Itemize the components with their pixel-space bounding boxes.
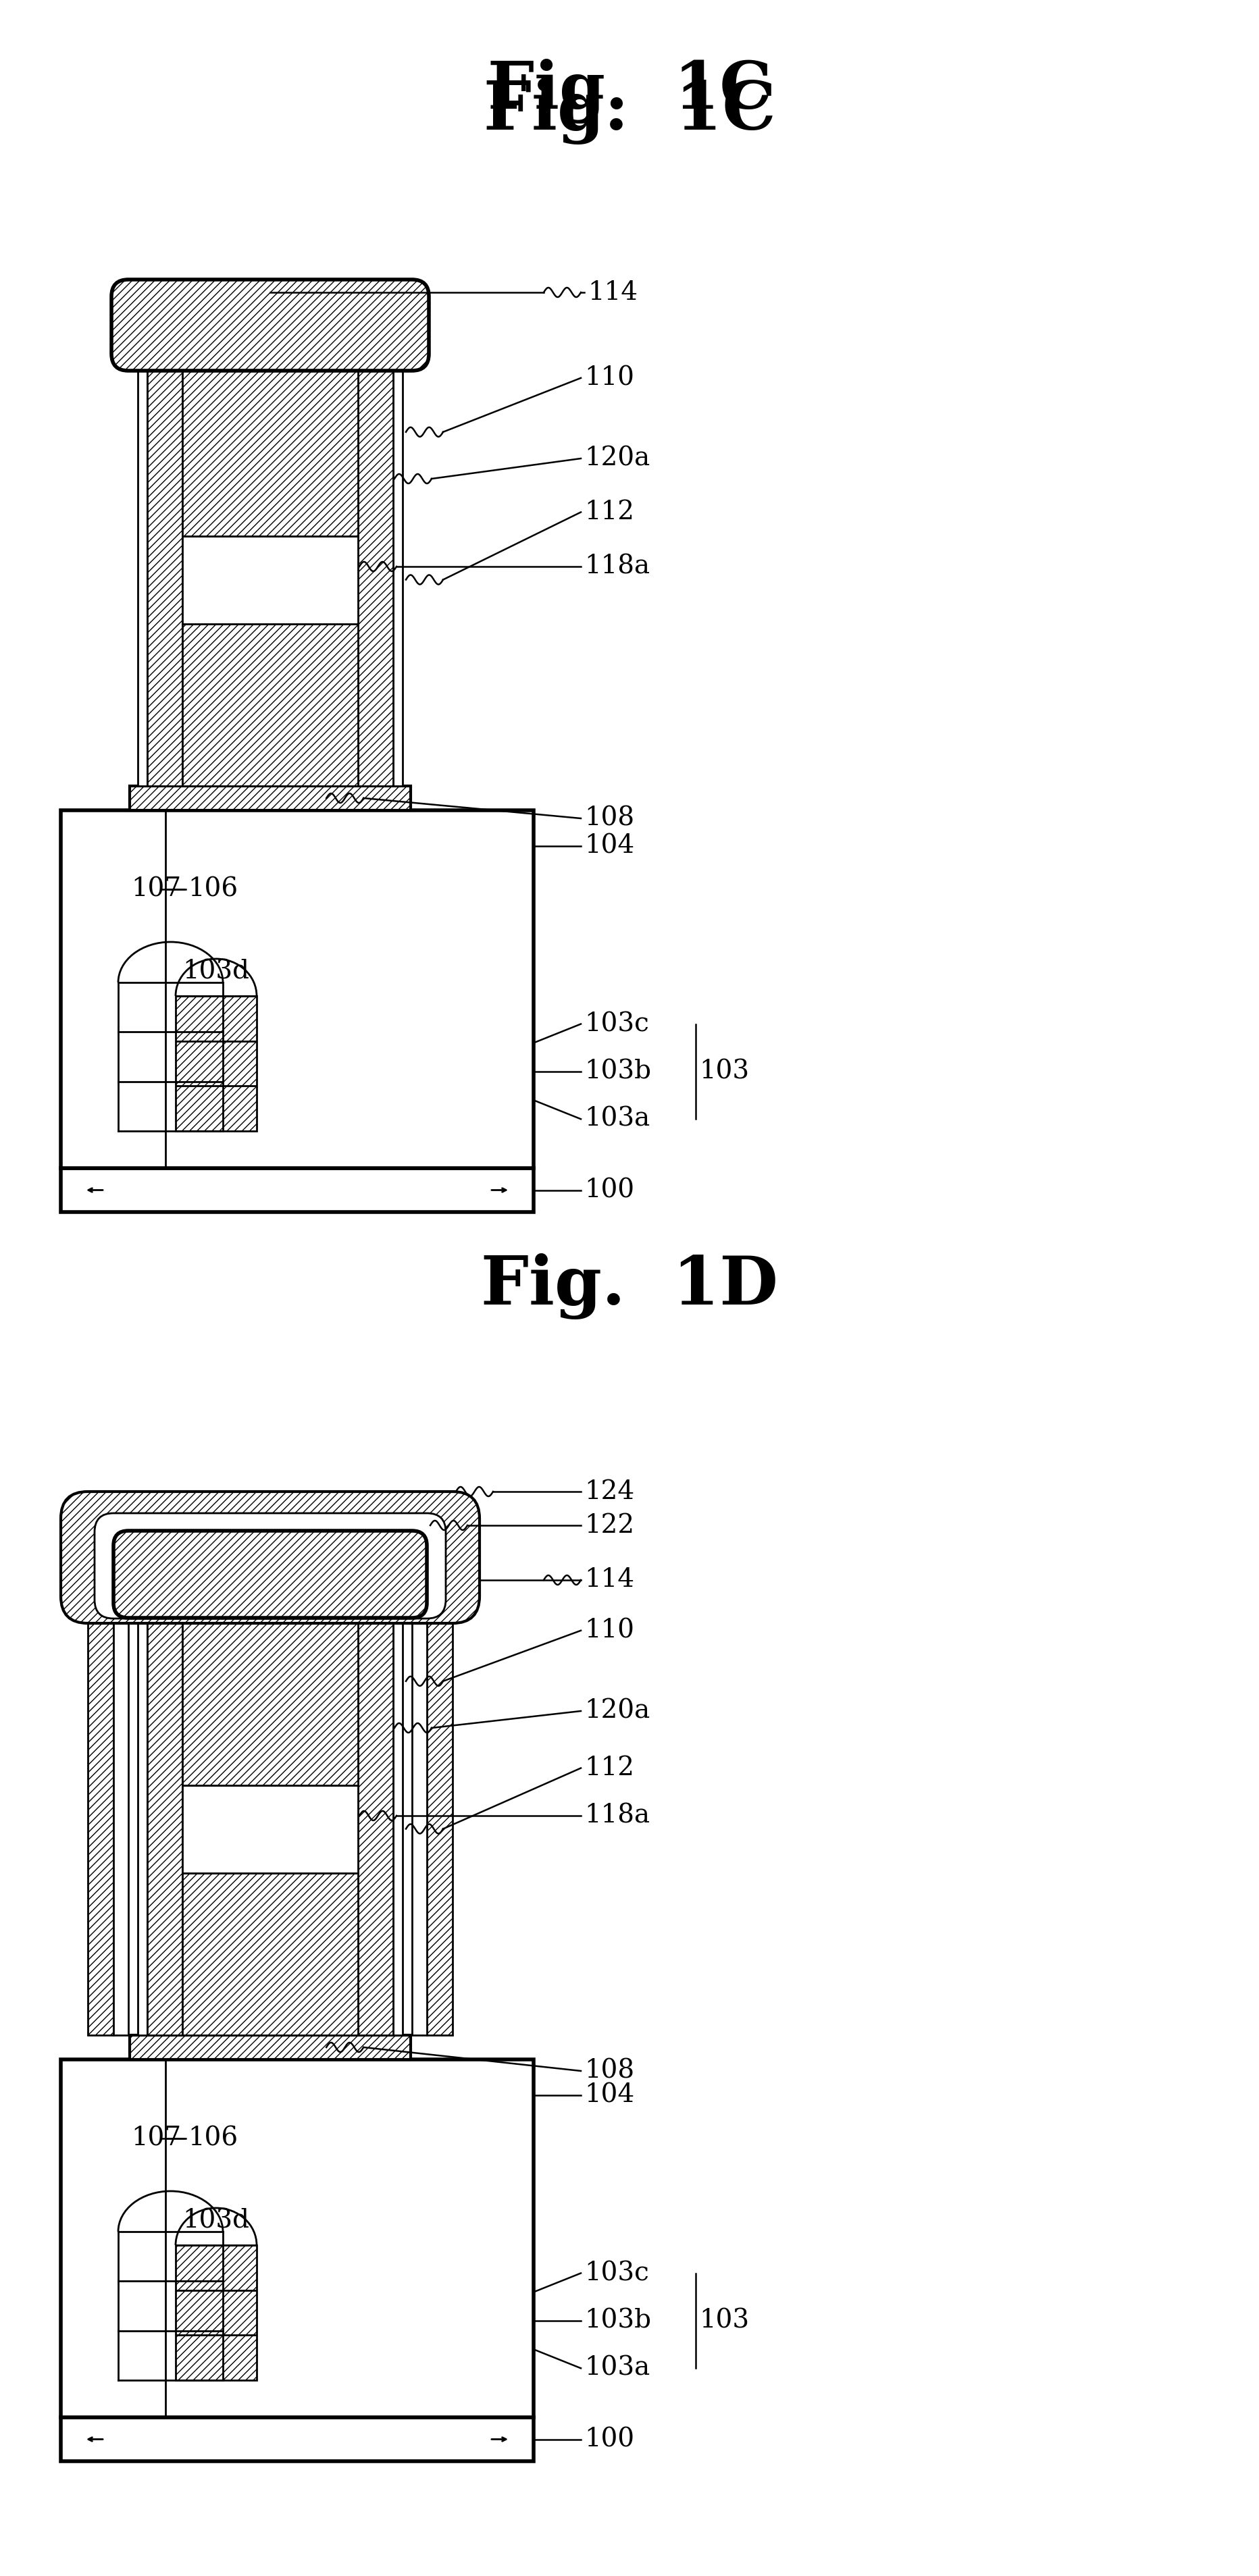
Text: 118a: 118a [584, 554, 650, 580]
Text: 120a: 120a [584, 1698, 650, 1723]
Text: 110: 110 [584, 1618, 635, 1643]
Bar [358, 1597, 393, 2035]
Text: 110: 110 [584, 366, 635, 392]
Text: 100: 100 [584, 2427, 635, 2452]
Bar [130, 786, 410, 811]
Bar [130, 2035, 410, 2058]
Bar [137, 348, 147, 786]
FancyBboxPatch shape [60, 1492, 480, 1623]
Text: 112: 112 [584, 500, 635, 526]
Text: Fig.  1C: Fig. 1C [483, 77, 776, 144]
Bar [183, 1597, 358, 1785]
Text: 103c: 103c [584, 1012, 648, 1036]
Bar [60, 2058, 534, 2416]
Text: 108: 108 [584, 2058, 635, 2084]
Text: 104: 104 [584, 2084, 635, 2107]
FancyBboxPatch shape [112, 281, 429, 371]
Bar [393, 1597, 403, 2035]
Bar [147, 348, 183, 786]
Bar [412, 1587, 427, 2035]
FancyBboxPatch shape [113, 1530, 427, 1618]
Text: 103c: 103c [584, 2262, 648, 2285]
Bar [60, 811, 534, 1167]
Text: 118a: 118a [584, 1803, 650, 1829]
Text: 114: 114 [584, 1569, 635, 1592]
Text: Fig.  1C: Fig. 1C [487, 59, 772, 124]
Text: 120a: 120a [584, 446, 650, 471]
Text: 103a: 103a [584, 2354, 650, 2380]
Text: 106: 106 [188, 2125, 238, 2151]
Text: 104: 104 [584, 835, 635, 858]
Text: 103: 103 [699, 2308, 749, 2334]
Text: 103d: 103d [183, 958, 249, 984]
FancyBboxPatch shape [94, 1512, 446, 1618]
Text: Fig.  1D: Fig. 1D [481, 1255, 778, 1319]
Bar [183, 1785, 358, 1873]
Text: 112: 112 [584, 1757, 635, 1780]
Bar [358, 348, 393, 786]
Text: 108: 108 [584, 806, 635, 832]
Bar [88, 1574, 113, 2035]
Bar [60, 2416, 534, 2460]
Text: 103a: 103a [584, 1108, 650, 1131]
Text: 122: 122 [584, 1512, 635, 1538]
Text: 124: 124 [584, 1479, 635, 1504]
Bar [183, 536, 358, 623]
Text: 103b: 103b [584, 2308, 651, 2334]
Bar [175, 2246, 257, 2380]
Bar [60, 1167, 534, 1213]
Bar [427, 1574, 452, 2035]
Text: 107: 107 [131, 2125, 181, 2151]
Bar [137, 1597, 147, 2035]
Text: 114: 114 [588, 281, 638, 304]
Bar [393, 348, 403, 786]
Bar [175, 997, 257, 1131]
Bar [183, 623, 358, 786]
Text: 100: 100 [584, 1177, 635, 1203]
Bar [113, 1587, 128, 2035]
Text: 103d: 103d [183, 2208, 249, 2233]
Bar [183, 348, 358, 536]
Bar [183, 1873, 358, 2035]
Text: 103b: 103b [584, 1059, 651, 1084]
Bar [147, 1597, 183, 2035]
Text: 103: 103 [699, 1059, 749, 1084]
Text: 106: 106 [188, 876, 238, 902]
Text: 107: 107 [131, 876, 181, 902]
